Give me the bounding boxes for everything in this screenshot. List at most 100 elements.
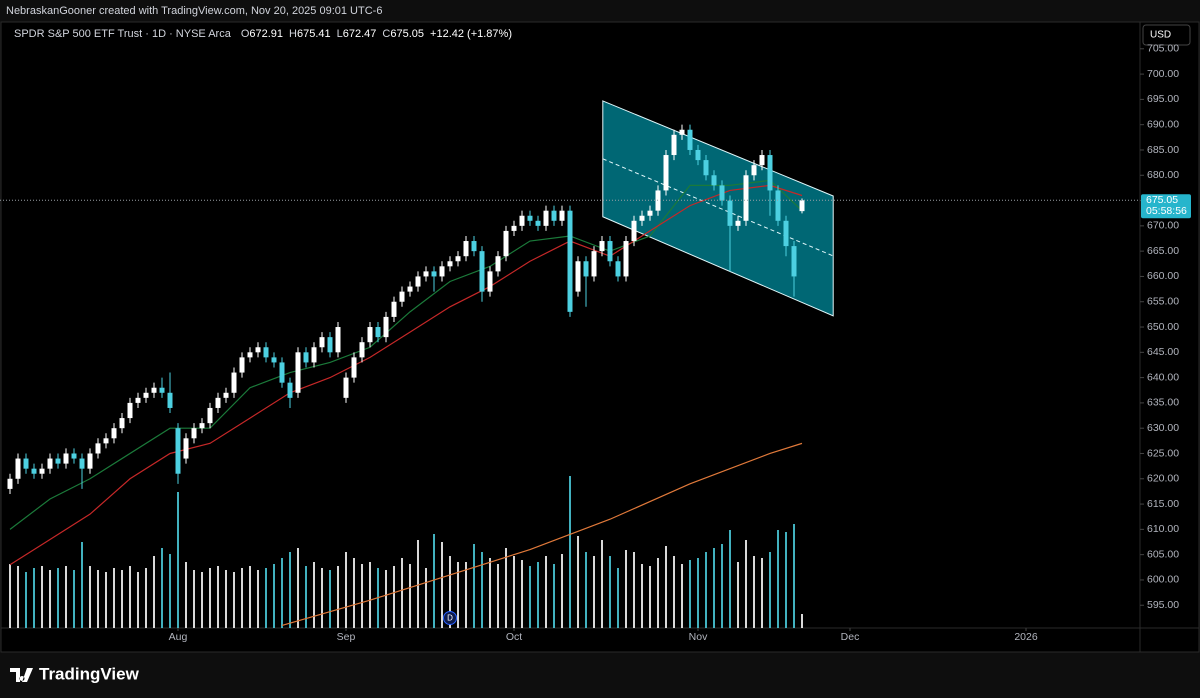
volume-bar [361, 564, 363, 628]
x-tick-label: 2026 [1014, 631, 1038, 643]
volume-bar [257, 570, 259, 628]
volume-bar [9, 564, 11, 628]
candle-body [727, 200, 733, 226]
volume-bar [785, 532, 787, 628]
volume-bar [561, 554, 563, 628]
volume-bar [689, 560, 691, 628]
volume-bar [385, 570, 387, 628]
y-tick-label: 635.00 [1147, 397, 1179, 409]
candle-body [447, 261, 453, 267]
candle-body [775, 190, 781, 221]
y-tick-label: 625.00 [1147, 447, 1179, 459]
candle-body [7, 478, 13, 489]
legend: SPDR S&P 500 ETF Trust · 1D · NYSE Arca O… [14, 28, 512, 40]
candle-body [239, 357, 245, 373]
candle-body [599, 241, 605, 252]
candle-body [191, 428, 197, 439]
volume-bar [649, 566, 651, 628]
candle-body [167, 392, 173, 408]
candle-body [223, 392, 229, 398]
candle-body [63, 453, 69, 464]
volume-bar [17, 566, 19, 628]
candle-body [647, 210, 653, 216]
candle-body [407, 286, 413, 292]
volume-bar [81, 542, 83, 628]
volume-bar [41, 566, 43, 628]
candle-body [543, 210, 549, 226]
volume-bar [769, 552, 771, 628]
candle-body [287, 382, 293, 398]
currency-button[interactable] [1142, 24, 1191, 46]
candle-body [111, 428, 117, 439]
volume-bar [217, 566, 219, 628]
candle-body [463, 241, 469, 257]
volume-bar [233, 572, 235, 628]
candle-body [31, 468, 37, 474]
volume-bar [249, 566, 251, 628]
volume-bar [49, 570, 51, 628]
candle-body [87, 453, 93, 469]
candle-body [79, 458, 85, 469]
candle-body [55, 458, 61, 464]
volume-bar [761, 558, 763, 628]
volume-bar [417, 540, 419, 628]
chart-area [0, 21, 1200, 653]
volume-bar [529, 566, 531, 628]
volume-bar [697, 558, 699, 628]
y-tick-label: 685.00 [1147, 144, 1179, 156]
y-tick-label: 700.00 [1147, 68, 1179, 80]
y-tick-label: 595.00 [1147, 599, 1179, 611]
candle-body [439, 266, 445, 277]
volume-bar [721, 544, 723, 628]
candle-body [23, 458, 29, 469]
volume-bar [633, 552, 635, 628]
y-tick-label: 605.00 [1147, 548, 1179, 560]
volume-bar [265, 568, 267, 628]
y-tick-label: 600.00 [1147, 574, 1179, 586]
candle-body [39, 468, 45, 474]
candle-body [247, 352, 253, 358]
volume-bar [321, 568, 323, 628]
candle-body [391, 301, 397, 317]
volume-bar [145, 568, 147, 628]
volume-bar [161, 548, 163, 628]
y-tick-label: 705.00 [1147, 43, 1179, 55]
volume-bar [793, 524, 795, 628]
volume-bar [713, 548, 715, 628]
y-tick-label: 630.00 [1147, 422, 1179, 434]
y-tick-label: 655.00 [1147, 296, 1179, 308]
ohlc-value: 675.05 [390, 28, 424, 40]
candle-body [711, 175, 717, 186]
volume-bar [673, 556, 675, 628]
candle-body [695, 149, 701, 161]
candle-body [455, 256, 461, 262]
candle-body [471, 241, 477, 252]
candle-body [615, 261, 621, 277]
volume-bar [801, 614, 803, 628]
candle-body [679, 129, 685, 135]
candle-body [263, 347, 269, 358]
currency[interactable]: USD [1150, 30, 1171, 41]
candle-body [279, 362, 285, 383]
y-tick-label: 610.00 [1147, 523, 1179, 535]
volume-bar [65, 566, 67, 628]
candle-body [103, 438, 109, 444]
candle-body [511, 225, 517, 231]
candle-body [703, 160, 709, 176]
candle-body [719, 185, 725, 201]
candle-body [351, 357, 357, 378]
candle-body [359, 342, 365, 358]
candle-body [575, 261, 581, 292]
candle-body [423, 271, 429, 277]
x-tick-label: Dec [841, 631, 860, 643]
volume-bar [353, 558, 355, 628]
candle-body [119, 418, 125, 429]
candle-body [295, 352, 301, 393]
volume-bar [409, 564, 411, 628]
x-tick-label: Sep [337, 631, 356, 643]
candle-body [799, 200, 805, 212]
volume-bar [657, 558, 659, 628]
candle-body [519, 215, 525, 226]
